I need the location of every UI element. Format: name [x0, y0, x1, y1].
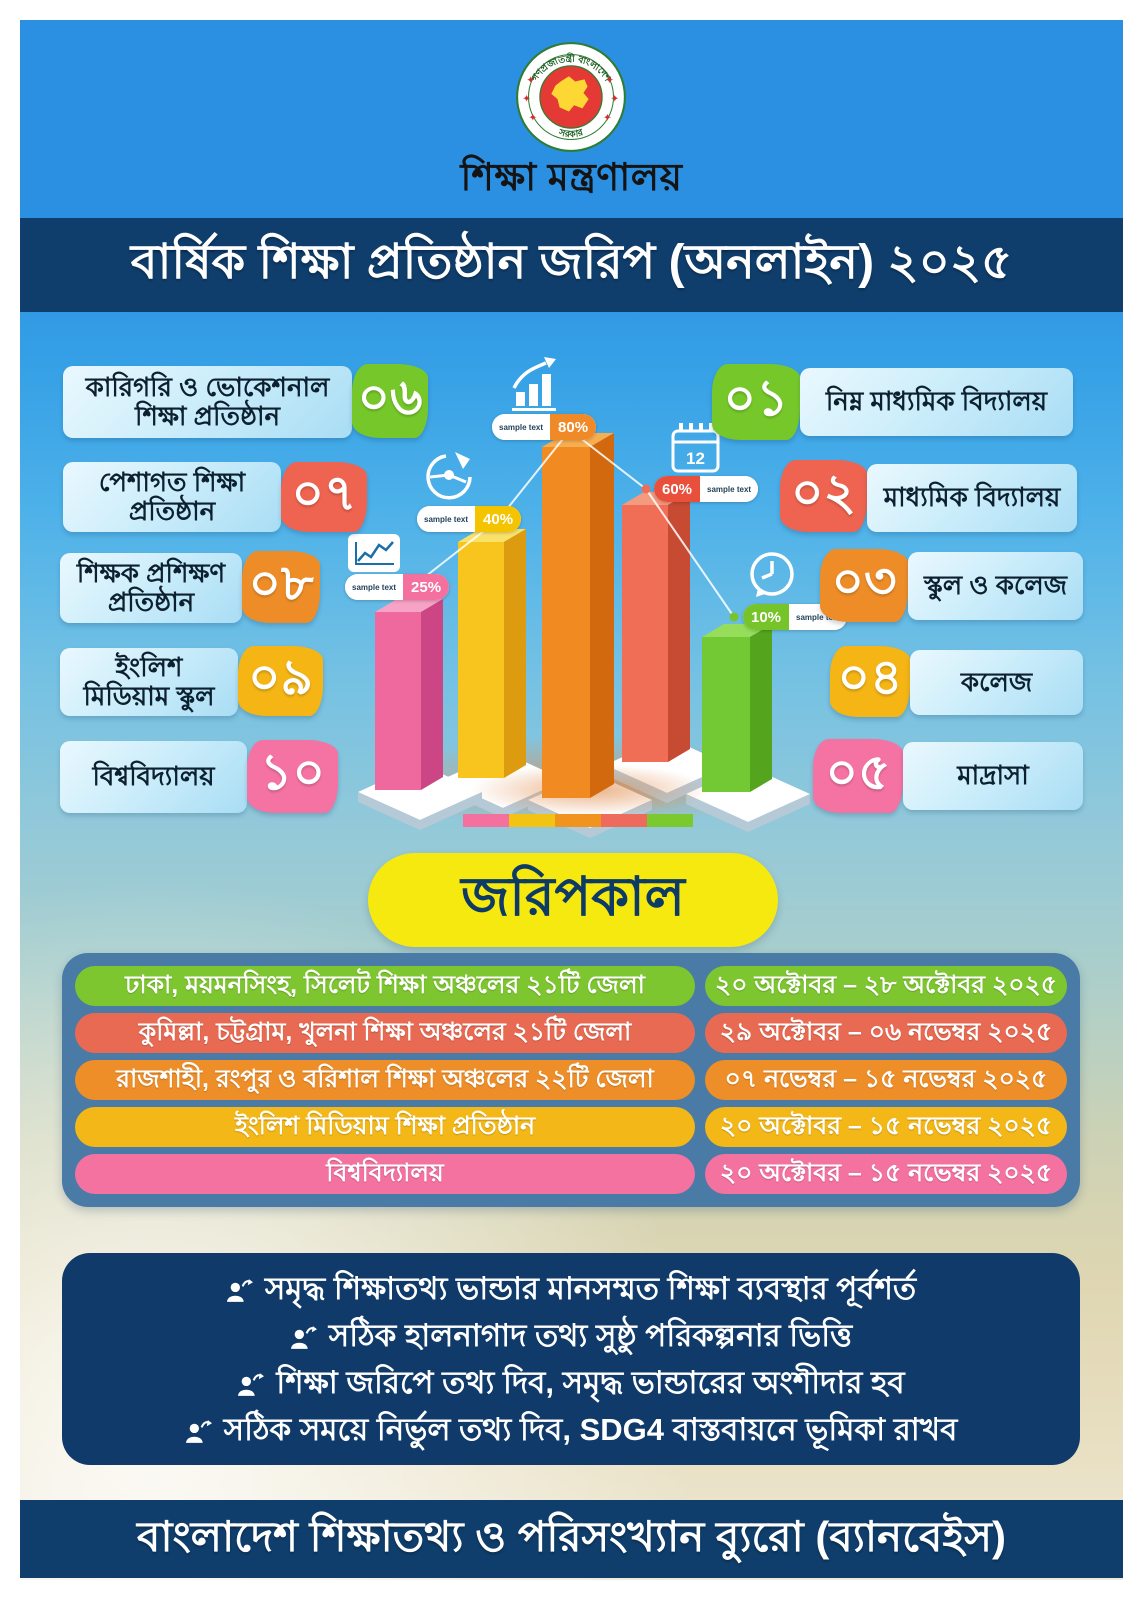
period-cell: ২০ অক্টোবর – ২৮ অক্টোবর ২০২৫: [705, 966, 1067, 1006]
category-number-badge: ০৯: [238, 646, 323, 716]
person-share-icon: [238, 1373, 265, 1396]
category-label-secondary: মাধ্যমিক বিদ্যালয়: [867, 464, 1077, 532]
percent-pill-25: sample text 25%: [345, 574, 450, 600]
category-label-professional: পেশাগত শিক্ষা প্রতিষ্ঠান: [63, 462, 281, 532]
survey-period-table: ঢাকা, ময়মনসিংহ, সিলেট শিক্ষা অঞ্চলের ২১…: [62, 953, 1080, 1207]
star-icon: ✦: [605, 76, 614, 87]
category-label-madrasa: মাদ্রাসা: [903, 742, 1083, 810]
period-cell: ০৭ নভেম্বর – ১৫ নভেম্বর ২০২৫: [705, 1060, 1067, 1100]
pie-chart-icon: [426, 452, 472, 500]
period-cell: ২০ অক্টোবর – ১৫ নভেম্বর ২০২৫: [705, 1107, 1067, 1147]
calendar-day-label: 12: [686, 449, 705, 468]
person-share-icon: [290, 1326, 317, 1349]
bar-red: [622, 492, 690, 762]
region-cell: রাজশাহী, রংপুর ও বরিশাল শিক্ষা অঞ্চলের ২…: [75, 1060, 695, 1100]
message-line: শিক্ষা জরিপে তথ্য দিব, সমৃদ্ধ ভান্ডারের …: [62, 1361, 1080, 1408]
table-row: ঢাকা, ময়মনসিংহ, সিলেট শিক্ষা অঞ্চলের ২১…: [75, 966, 1067, 1006]
bar-orange: [542, 433, 614, 798]
survey-period-heading-label: জরিপকাল: [461, 867, 685, 927]
star-icon: ✦: [522, 94, 531, 105]
star-icon: ✦: [529, 113, 538, 124]
category-number-badge: ০৫: [813, 739, 903, 813]
survey-period-heading: জরিপকাল: [368, 853, 778, 947]
table-row: কুমিল্লা, চট্টগ্রাম, খুলনা শিক্ষা অঞ্চলে…: [75, 1013, 1067, 1053]
bar-pink: [375, 599, 443, 790]
percent-value: 40%: [475, 506, 522, 532]
category-label-technical-vocational: কারিগরি ও ভোকেশনাল শিক্ষা প্রতিষ্ঠান: [63, 366, 352, 438]
category-number-badge: ০৪: [830, 646, 910, 717]
category-label-english-medium: ইংলিশ মিডিয়াম স্কুল: [60, 648, 238, 716]
category-number-badge: ০৩: [820, 549, 908, 622]
message-line: সঠিক সময়ে নির্ভুল তথ্য দিব, SDG4 বাস্তব…: [62, 1408, 1080, 1455]
clock-icon: [750, 552, 794, 597]
category-number-badge: ১০: [247, 740, 338, 813]
region-cell: ইংলিশ মিডিয়াম শিক্ষা প্রতিষ্ঠান: [75, 1107, 695, 1147]
category-number-badge: ০২: [780, 460, 867, 532]
percent-value: 80%: [550, 414, 597, 440]
organization-name: বাংলাদেশ শিক্ষাতথ্য ও পরিসংখ্যান ব্যুরো …: [137, 1512, 1006, 1560]
ministry-name: শিক্ষা মন্ত্রণালয়: [460, 157, 683, 199]
line-chart-icon: [348, 534, 400, 579]
category-number-badge: ০৭: [281, 462, 367, 532]
bangladesh-map-shape: [551, 76, 589, 112]
category-label-junior-secondary: নিম্ন মাধ্যমিক বিদ্যালয়: [800, 368, 1073, 436]
connector-dot: [641, 484, 651, 494]
category-number-badge: ০১: [712, 364, 800, 440]
period-cell: ২০ অক্টোবর – ১৫ নভেম্বর ২০২৫: [705, 1154, 1067, 1194]
legend-strip: [463, 814, 693, 827]
category-label-university: বিশ্ববিদ্যালয়: [60, 741, 247, 813]
star-icon: ✦: [526, 76, 535, 87]
period-cell: ২৯ অক্টোবর – ০৬ নভেম্বর ২০২৫: [705, 1013, 1067, 1053]
message-line: সঠিক হালনাগাদ তথ্য সুষ্ঠু পরিকল্পনার ভিত…: [62, 1314, 1080, 1361]
footer-band: বাংলাদেশ শিক্ষাতথ্য ও পরিসংখ্যান ব্যুরো …: [20, 1500, 1123, 1578]
region-cell: কুমিল্লা, চট্টগ্রাম, খুলনা শিক্ষা অঞ্চলে…: [75, 1013, 695, 1053]
percent-pill-40: sample text 40%: [417, 506, 522, 532]
message-box: সমৃদ্ধ শিক্ষাতথ্য ভান্ডার মানসম্মত শিক্ষ…: [62, 1253, 1080, 1465]
percent-pill-80: sample text 80%: [492, 414, 597, 440]
region-cell: বিশ্ববিদ্যালয়: [75, 1154, 695, 1194]
person-share-icon: [226, 1279, 253, 1302]
category-label-college: কলেজ: [910, 650, 1083, 715]
category-number-badge: ০৬: [352, 364, 428, 438]
star-icon: ✦: [610, 94, 619, 105]
category-label-teacher-training: শিক্ষক প্রশিক্ষণ প্রতিষ্ঠান: [60, 553, 242, 623]
message-line: সমৃদ্ধ শিক্ষাতথ্য ভান্ডার মানসম্মত শিক্ষ…: [62, 1267, 1080, 1314]
table-row: রাজশাহী, রংপুর ও বরিশাল শিক্ষা অঞ্চলের ২…: [75, 1060, 1067, 1100]
message-text: সমৃদ্ধ শিক্ষাতথ্য ভান্ডার মানসম্মত শিক্ষ…: [264, 1270, 917, 1306]
percent-pill-60: 60% sample text: [654, 476, 759, 502]
poster-title: বার্ষিক শিক্ষা প্রতিষ্ঠান জরিপ (অনলাইন) …: [130, 235, 1013, 289]
percent-value: 60%: [654, 476, 701, 502]
growth-bar-chart-icon: [512, 357, 556, 411]
table-row: বিশ্ববিদ্যালয় ২০ অক্টোবর – ১৫ নভেম্বর ২…: [75, 1154, 1067, 1194]
percent-value: 10%: [743, 604, 790, 630]
message-text: সঠিক সময়ে নির্ভুল তথ্য দিব, SDG4 বাস্তব…: [223, 1411, 958, 1447]
sample-text-label: sample text: [492, 414, 551, 440]
svg-text:সরকার: সরকার: [557, 127, 585, 140]
category-label-school-and-college: স্কুল ও কলেজ: [908, 552, 1083, 620]
bar-green: [702, 624, 772, 792]
category-number-badge: ০৮: [242, 551, 320, 623]
emblem-ring-text-bottom: সরকার: [557, 127, 585, 140]
person-share-icon: [185, 1420, 212, 1443]
title-band: বার্ষিক শিক্ষা প্রতিষ্ঠান জরিপ (অনলাইন) …: [20, 218, 1123, 312]
message-text: সঠিক হালনাগাদ তথ্য সুষ্ঠু পরিকল্পনার ভিত…: [328, 1317, 853, 1353]
bangladesh-emblem-icon: গণপ্রজাতন্ত্রী বাংলাদেশ সরকার ✦ ✦ ✦ ✦ ✦ …: [516, 42, 626, 152]
connector-dot: [729, 612, 739, 622]
sample-text-label: sample text: [417, 506, 476, 532]
infographic-3d-bar-chart: 12: [348, 357, 810, 838]
sample-text-label: sample text: [345, 574, 404, 600]
sample-text-label: sample text: [700, 476, 759, 502]
message-text: শিক্ষা জরিপে তথ্য দিব, সমৃদ্ধ ভান্ডারের …: [276, 1364, 905, 1400]
bar-yellow: [458, 529, 526, 778]
calendar-icon: 12: [671, 423, 720, 473]
table-row: ইংলিশ মিডিয়াম শিক্ষা প্রতিষ্ঠান ২০ অক্ট…: [75, 1107, 1067, 1147]
percent-value: 25%: [403, 574, 450, 600]
region-cell: ঢাকা, ময়মনসিংহ, সিলেট শিক্ষা অঞ্চলের ২১…: [75, 966, 695, 1006]
star-icon: ✦: [603, 113, 612, 124]
